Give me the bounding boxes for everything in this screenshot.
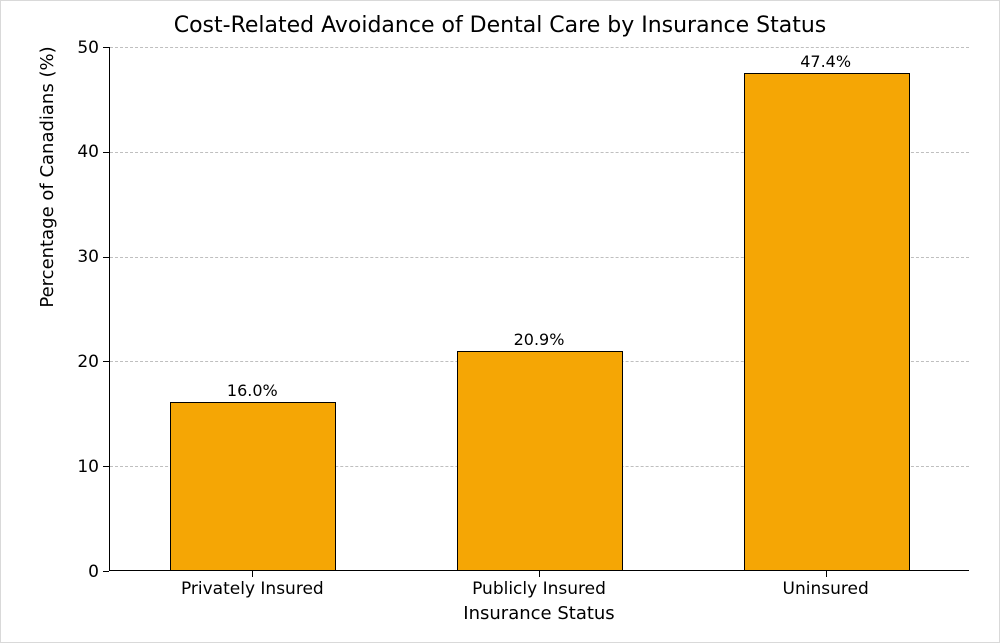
x-tick-mark	[539, 571, 540, 577]
y-tick-label: 0	[59, 562, 99, 582]
y-tick-label: 30	[59, 247, 99, 267]
chart-figure: Cost-Related Avoidance of Dental Care by…	[0, 0, 1000, 643]
bar	[744, 73, 910, 570]
x-tick-mark	[252, 571, 253, 577]
y-tick-mark	[103, 466, 109, 467]
y-axis-label: Percentage of Canadians (%)	[37, 0, 58, 439]
y-tick-mark	[103, 571, 109, 572]
x-tick-label: Privately Insured	[152, 579, 352, 599]
x-axis-label: Insurance Status	[109, 603, 969, 624]
y-tick-mark	[103, 257, 109, 258]
y-tick-label: 10	[59, 457, 99, 477]
x-tick-label: Publicly Insured	[439, 579, 639, 599]
bar	[170, 402, 336, 570]
chart-title: Cost-Related Avoidance of Dental Care by…	[1, 13, 999, 38]
bar	[457, 351, 623, 570]
y-tick-label: 50	[59, 38, 99, 58]
bar-value-label: 16.0%	[192, 381, 312, 400]
bar-value-label: 20.9%	[479, 330, 599, 349]
y-tick-label: 20	[59, 352, 99, 372]
plot-area	[109, 47, 969, 571]
y-tick-mark	[103, 47, 109, 48]
gridline	[110, 47, 969, 48]
bar-value-label: 47.4%	[766, 52, 886, 71]
x-tick-mark	[826, 571, 827, 577]
x-tick-label: Uninsured	[726, 579, 926, 599]
y-tick-mark	[103, 152, 109, 153]
y-tick-label: 40	[59, 142, 99, 162]
y-tick-mark	[103, 361, 109, 362]
